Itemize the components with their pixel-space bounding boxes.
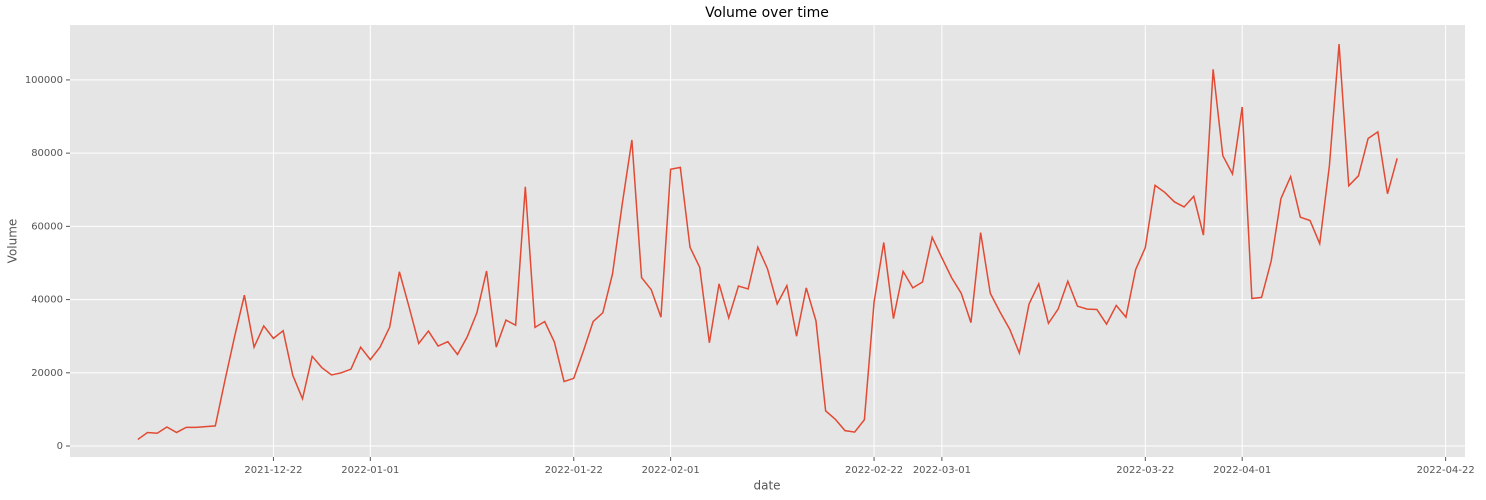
x-tick-label: 2022-01-01	[341, 465, 399, 476]
y-axis-label: Volume	[6, 219, 20, 264]
y-tick-label: 20000	[31, 368, 63, 379]
y-tick-label: 40000	[31, 295, 63, 306]
y-tick-label: 0	[57, 441, 63, 452]
x-tick-label: 2022-01-22	[545, 465, 603, 476]
data-line	[137, 43, 1398, 441]
x-tick-label: 2021-12-22	[244, 465, 302, 476]
x-tick-label: 2022-02-01	[642, 465, 700, 476]
x-tick-label: 2022-04-22	[1417, 465, 1475, 476]
plot-area	[70, 25, 1465, 457]
x-tick-label: 2022-02-22	[845, 465, 903, 476]
x-axis-label: date	[753, 479, 780, 493]
y-tick-label: 80000	[31, 148, 63, 159]
chart-title: Volume over time	[705, 5, 829, 21]
y-tick-label: 100000	[25, 75, 63, 86]
y-tick-label: 60000	[31, 221, 63, 232]
x-tick-label: 2022-03-01	[913, 465, 971, 476]
x-tick-label: 2022-03-22	[1116, 465, 1174, 476]
x-tick-label: 2022-04-01	[1213, 465, 1271, 476]
